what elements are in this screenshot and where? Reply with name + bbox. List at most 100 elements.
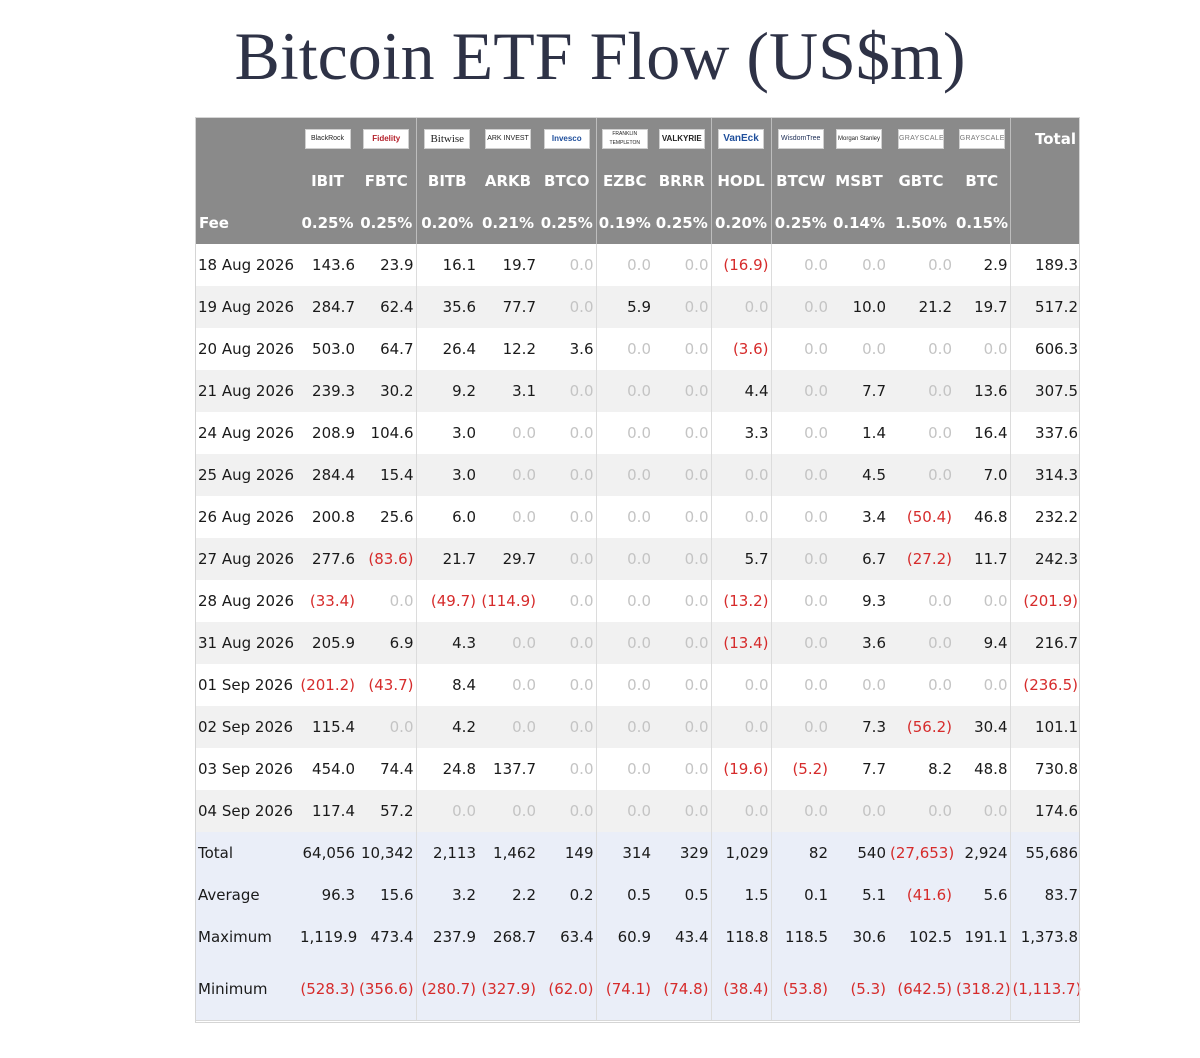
- flow-cell-arkb: 0.0: [478, 622, 538, 664]
- page-title: Bitcoin ETF Flow (US$m): [234, 18, 966, 94]
- etf-flow-table: BlackRock Fidelity Bitwise ARK INVEST In…: [196, 118, 1081, 1021]
- flow-cell-btco: 0.0: [538, 790, 596, 832]
- summary-cell-ezbc: 0.5: [595, 874, 653, 916]
- summary-cell-fbtc: 15.6: [357, 874, 416, 916]
- table-row: 25 Aug 2026 284.4 15.4 3.0 0.0 0.0 0.0 0.0 0.0 0.…: [196, 454, 1080, 496]
- flow-cell-btcw: 0.0: [770, 244, 830, 286]
- flow-cell-gbtc: (56.2): [888, 706, 954, 748]
- issuer-logo-cell: Invesco: [538, 118, 596, 160]
- row-total: 232.2: [1009, 496, 1080, 538]
- row-total: 314.3: [1009, 454, 1080, 496]
- summary-cell-btc: (318.2): [954, 958, 1011, 1021]
- flow-cell-ezbc: 0.0: [595, 664, 653, 706]
- flow-cell-btcw: 0.0: [770, 580, 830, 622]
- flow-cell-msbt: 1.4: [830, 412, 888, 454]
- flow-cell-gbtc: (27.2): [888, 538, 954, 580]
- flow-cell-ezbc: 0.0: [595, 412, 653, 454]
- ticker-btcw: BTCW: [770, 160, 830, 202]
- summary-cell-btc: 191.1: [954, 916, 1010, 958]
- flow-cell-msbt: 3.6: [830, 622, 888, 664]
- flow-cell-fbtc: 57.2: [357, 790, 416, 832]
- flow-cell-btc: 30.4: [954, 706, 1010, 748]
- issuer-logo-cell: GRAYSCALE: [954, 118, 1010, 160]
- row-date: 27 Aug 2026: [196, 538, 298, 580]
- flow-cell-hodl: 0.0: [710, 664, 771, 706]
- summary-label: Maximum: [196, 916, 298, 958]
- flow-cell-btc: 48.8: [954, 748, 1010, 790]
- flow-cell-arkb: 3.1: [478, 370, 538, 412]
- flow-cell-btc: 11.7: [954, 538, 1010, 580]
- flow-cell-btc: 2.9: [954, 244, 1010, 286]
- valkyrie-logo: VALKYRIE: [658, 129, 705, 149]
- row-total: 174.6: [1009, 790, 1080, 832]
- issuer-logo-cell: GRAYSCALE: [888, 118, 954, 160]
- flow-cell-hodl: 0.0: [710, 454, 771, 496]
- summary-cell-brrr: 0.5: [653, 874, 711, 916]
- flow-cell-hodl: (13.4): [710, 622, 771, 664]
- summary-cell-btco: 149: [538, 832, 596, 874]
- flow-cell-ezbc: 0.0: [595, 790, 653, 832]
- fee-ibit: 0.25%: [298, 202, 357, 244]
- row-total: (236.5): [1009, 664, 1080, 706]
- flow-cell-ibit: 503.0: [298, 328, 357, 370]
- flow-cell-fbtc: 6.9: [357, 622, 416, 664]
- flow-cell-msbt: 4.5: [830, 454, 888, 496]
- flow-cell-fbtc: 104.6: [357, 412, 416, 454]
- flow-cell-msbt: 6.7: [830, 538, 888, 580]
- flow-cell-btcw: 0.0: [770, 622, 830, 664]
- flow-cell-ezbc: 5.9: [595, 286, 653, 328]
- fee-brrr: 0.25%: [653, 202, 711, 244]
- table-row: 31 Aug 2026 205.9 6.9 4.3 0.0 0.0 0.0 0.0 (13.4)…: [196, 622, 1080, 664]
- summary-cell-msbt: 30.6: [830, 916, 888, 958]
- summary-label: Total: [196, 832, 298, 874]
- flow-cell-btcw: 0.0: [770, 370, 830, 412]
- table-row: 18 Aug 2026 143.6 23.9 16.1 19.7 0.0 0.0 0.0 (16…: [196, 244, 1080, 286]
- flow-cell-hodl: 4.4: [710, 370, 771, 412]
- flow-cell-brrr: 0.0: [653, 370, 711, 412]
- row-total: 101.1: [1009, 706, 1080, 748]
- fee-fbtc: 0.25%: [357, 202, 416, 244]
- flow-cell-ezbc: 0.0: [595, 580, 653, 622]
- flow-cell-btcw: 0.0: [770, 412, 830, 454]
- flow-cell-ibit: 284.7: [298, 286, 357, 328]
- flow-cell-bitb: 26.4: [415, 328, 478, 370]
- ticker-arkb: ARKB: [478, 160, 538, 202]
- row-date: 20 Aug 2026: [196, 328, 298, 370]
- row-date: 02 Sep 2026: [196, 706, 298, 748]
- flow-cell-fbtc: (83.6): [357, 538, 416, 580]
- flow-cell-btc: 9.4: [954, 622, 1010, 664]
- summary-cell-fbtc: (356.6): [357, 958, 416, 1021]
- flow-cell-hodl: 3.3: [710, 412, 771, 454]
- row-total: 337.6: [1009, 412, 1080, 454]
- flow-cell-btco: 0.0: [538, 370, 596, 412]
- flow-cell-fbtc: 30.2: [357, 370, 416, 412]
- flow-cell-btco: 0.0: [538, 496, 596, 538]
- summary-cell-btc: 5.6: [954, 874, 1010, 916]
- flow-cell-brrr: 0.0: [653, 328, 711, 370]
- flow-cell-gbtc: 0.0: [888, 580, 954, 622]
- flow-cell-arkb: 0.0: [478, 454, 538, 496]
- flow-cell-ezbc: 0.0: [595, 622, 653, 664]
- summary-cell-gbtc: (642.5): [888, 958, 954, 1021]
- flow-cell-ibit: 284.4: [298, 454, 357, 496]
- flow-cell-btcw: 0.0: [770, 496, 830, 538]
- flow-cell-btco: 0.0: [538, 538, 596, 580]
- flow-cell-gbtc: 0.0: [888, 412, 954, 454]
- fee-btc: 0.15%: [954, 202, 1010, 244]
- row-date: 25 Aug 2026: [196, 454, 298, 496]
- flow-cell-fbtc: 0.0: [357, 706, 416, 748]
- flow-cell-bitb: 8.4: [415, 664, 478, 706]
- table-row: 02 Sep 2026 115.4 0.0 4.2 0.0 0.0 0.0 0.0 0.0 0.0…: [196, 706, 1080, 748]
- flow-cell-btcw: 0.0: [770, 706, 830, 748]
- flow-cell-bitb: 6.0: [415, 496, 478, 538]
- fee-ezbc: 0.19%: [595, 202, 653, 244]
- flow-cell-hodl: (3.6): [710, 328, 771, 370]
- flow-cell-gbtc: 0.0: [888, 454, 954, 496]
- summary-cell-btcw: 82: [770, 832, 830, 874]
- summary-cell-msbt: (5.3): [830, 958, 888, 1021]
- flow-cell-arkb: 29.7: [478, 538, 538, 580]
- summary-cell-brrr: 43.4: [653, 916, 711, 958]
- flow-cell-msbt: 7.7: [830, 748, 888, 790]
- flow-cell-ibit: 143.6: [298, 244, 357, 286]
- bitwise-logo: Bitwise: [424, 129, 471, 149]
